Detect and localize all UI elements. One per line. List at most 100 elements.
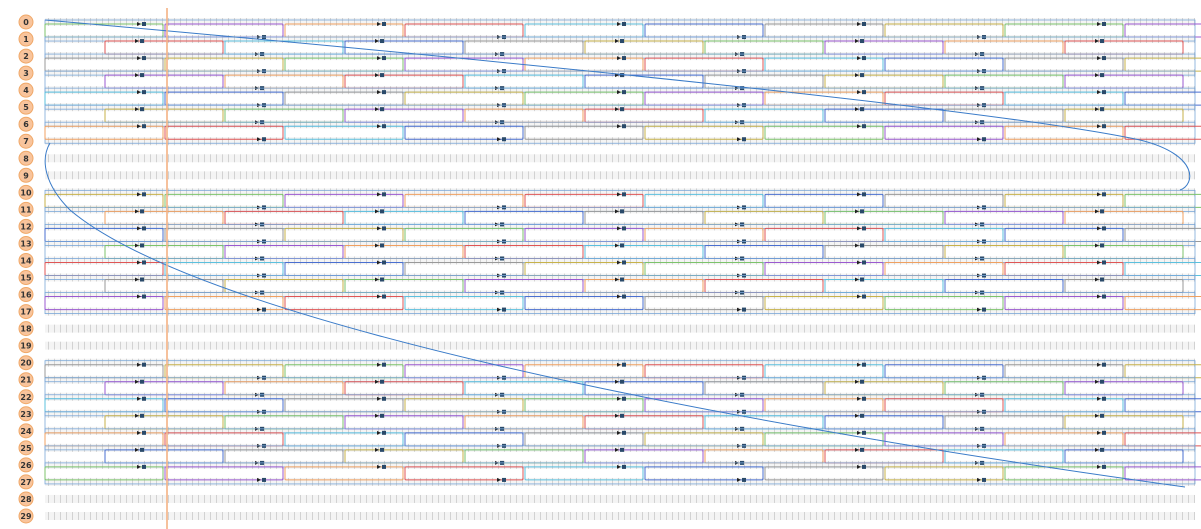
segment [644, 296, 764, 311]
segment [644, 466, 764, 481]
row-label: 14 [20, 256, 32, 265]
row-badge [18, 65, 34, 81]
node-marker [142, 226, 146, 231]
arrow-marker [1097, 90, 1101, 95]
arrow-marker [857, 430, 861, 435]
node-marker [380, 379, 384, 384]
lane [45, 392, 1195, 401]
arrow-marker [137, 294, 141, 299]
node-marker [1102, 294, 1106, 299]
arrow-marker [737, 137, 741, 142]
row-label: 23 [20, 410, 31, 419]
lane [45, 171, 1195, 180]
arrow-marker [137, 226, 141, 231]
flow-curve [44, 19, 1191, 191]
node-marker [382, 464, 386, 469]
arrow-marker [617, 464, 621, 469]
arrow-marker [375, 447, 379, 452]
row-label: 11 [20, 205, 32, 214]
node-marker [382, 192, 386, 197]
arrow-marker [617, 22, 621, 26]
segment [164, 466, 284, 481]
node-marker [742, 477, 746, 482]
arrow-marker [615, 107, 619, 112]
row-label: 29 [20, 512, 32, 521]
node-marker [142, 362, 146, 367]
arrow-marker [1095, 107, 1099, 112]
lane [45, 18, 1195, 26]
row-label: 20 [20, 359, 32, 368]
arrow-marker [1097, 22, 1101, 26]
arrow-marker [377, 430, 381, 435]
node-marker [1102, 430, 1106, 435]
arrow-marker [1097, 192, 1101, 197]
arrow-marker [855, 277, 859, 282]
row-badge [18, 457, 34, 473]
segment [284, 296, 404, 311]
node-marker [382, 294, 386, 299]
node-marker [1102, 22, 1106, 26]
node-marker [862, 260, 866, 265]
arrow-marker [857, 226, 861, 231]
row-label: 27 [20, 478, 31, 487]
row-label: 2 [23, 52, 29, 61]
node-marker [142, 124, 146, 129]
row-badge [18, 14, 34, 30]
node-marker [140, 277, 144, 282]
arrow-marker [375, 243, 379, 248]
node-marker [382, 56, 386, 61]
segment [524, 125, 644, 140]
node-marker [742, 137, 746, 142]
node-marker [622, 124, 626, 129]
segment [1124, 296, 1201, 311]
arrow-marker [617, 192, 621, 197]
row-badge [18, 31, 34, 47]
node-marker [142, 90, 146, 95]
node-marker [382, 90, 386, 95]
arrow-marker [857, 192, 861, 197]
node-marker [620, 209, 624, 214]
arrow-marker [1097, 362, 1101, 367]
arrow-marker [855, 107, 859, 112]
arrow-marker [135, 277, 139, 282]
row-badge [18, 270, 34, 286]
arrow-marker [137, 90, 141, 95]
node-marker [1102, 124, 1106, 129]
row-badge [18, 252, 34, 268]
arrow-marker [137, 22, 141, 26]
node-marker [1100, 73, 1104, 78]
lane [45, 426, 1195, 435]
node-marker [1102, 56, 1106, 61]
arrow-marker [377, 192, 381, 197]
lane [45, 137, 1195, 146]
node-marker [380, 413, 384, 418]
node-marker [1102, 396, 1106, 401]
segment [284, 125, 404, 140]
arrow-marker [857, 260, 861, 265]
node-marker [380, 277, 384, 282]
row-label: 17 [20, 308, 31, 317]
node-marker [140, 379, 144, 384]
arrow-marker [1097, 56, 1101, 61]
node-marker [1100, 447, 1104, 452]
node-marker [620, 379, 624, 384]
arrow-marker [1097, 396, 1101, 401]
node-marker [862, 430, 866, 435]
node-marker [142, 260, 146, 265]
node-marker [1100, 243, 1104, 248]
row-label: 24 [20, 427, 32, 436]
node-marker [742, 307, 746, 312]
node-marker [982, 477, 986, 482]
lane [45, 120, 1195, 129]
node-marker [620, 243, 624, 248]
node-marker [142, 464, 146, 469]
node-marker [140, 413, 144, 418]
arrow-marker [377, 124, 381, 129]
flow-curve [44, 142, 1186, 488]
segment [524, 296, 644, 311]
row-label: 26 [20, 461, 32, 470]
node-marker [1102, 464, 1106, 469]
node-marker [1102, 362, 1106, 367]
arrow-marker [615, 379, 619, 384]
node-marker [1100, 413, 1104, 418]
